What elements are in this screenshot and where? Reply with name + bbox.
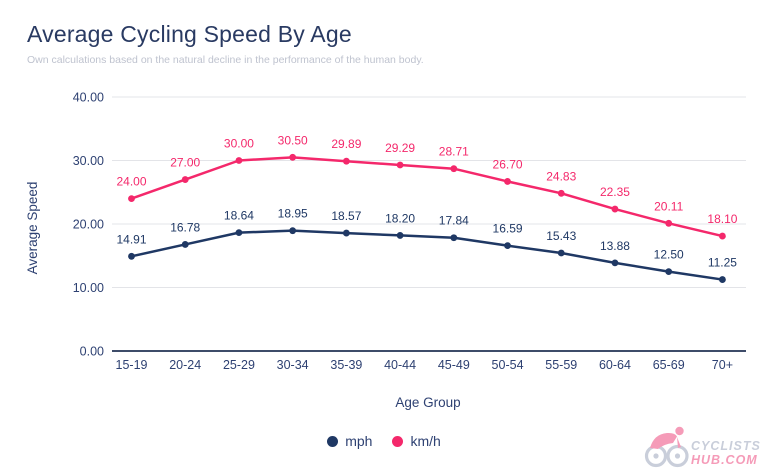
data-point <box>504 242 511 250</box>
data-label: 30.00 <box>224 137 254 151</box>
data-point <box>450 234 458 242</box>
data-point <box>128 195 135 203</box>
x-tick-label: 50-54 <box>492 358 524 372</box>
logo-brand-line1: CYCLISTS <box>691 439 761 453</box>
legend-item-kmh[interactable]: km/h <box>392 433 441 449</box>
data-label: 11.25 <box>708 256 737 270</box>
data-point <box>611 259 619 267</box>
data-label: 17.84 <box>439 214 469 228</box>
data-label: 28.71 <box>439 145 469 159</box>
data-point <box>181 241 189 248</box>
data-label: 29.29 <box>385 141 415 155</box>
data-point <box>450 165 458 173</box>
legend-dot-kmh <box>392 435 404 447</box>
series-line-mph <box>131 229 723 281</box>
data-label: 16.78 <box>170 220 200 234</box>
data-label: 24.00 <box>116 175 146 189</box>
data-point <box>719 232 726 240</box>
y-axis-title: Average Speed <box>25 182 40 275</box>
data-label: 14.91 <box>116 232 146 246</box>
data-point <box>396 161 404 169</box>
data-label: 20.11 <box>654 199 683 213</box>
cyclist-icon <box>644 426 689 468</box>
x-tick-label: 35-39 <box>330 358 362 372</box>
data-point <box>504 178 511 185</box>
data-label: 30.50 <box>278 133 308 147</box>
data-point <box>181 176 189 183</box>
legend-label-mph: mph <box>345 433 373 449</box>
data-point <box>557 189 565 197</box>
page-title: Average Cycling Speed By Age <box>27 21 352 47</box>
y-tick-label: 30.00 <box>73 154 104 168</box>
y-tick-label: 0.00 <box>80 345 104 359</box>
data-point <box>665 219 673 227</box>
legend-label-kmh: km/h <box>410 433 441 449</box>
data-point <box>235 157 243 164</box>
data-label: 22.35 <box>600 185 630 199</box>
x-tick-label: 20-24 <box>169 358 201 372</box>
data-label: 13.88 <box>600 239 630 253</box>
series-line-km/h <box>131 156 723 238</box>
data-point <box>289 153 297 161</box>
data-point <box>719 276 726 283</box>
cyclistshub-logo[interactable]: CYCLISTS HUB.COM <box>642 423 762 471</box>
data-point <box>235 229 243 237</box>
data-point <box>665 268 673 276</box>
x-tick-label: 65-69 <box>653 358 685 372</box>
page-subtitle: Own calculations based on the natural de… <box>27 54 424 66</box>
data-label: 26.70 <box>493 157 523 171</box>
chart-legend: mph km/h <box>0 433 768 449</box>
data-label: 18.10 <box>707 212 737 226</box>
legend-dot-mph <box>327 435 339 447</box>
data-point <box>396 232 404 239</box>
data-label: 12.50 <box>654 248 684 262</box>
x-tick-label: 25-29 <box>223 358 255 372</box>
x-tick-label: 60-64 <box>599 358 631 372</box>
data-point <box>557 249 565 257</box>
legend-item-mph[interactable]: mph <box>327 433 372 449</box>
x-tick-label: 45-49 <box>438 358 470 372</box>
data-label: 16.59 <box>493 222 523 236</box>
data-label: 29.89 <box>331 137 361 151</box>
data-point <box>611 205 619 213</box>
y-tick-label: 20.00 <box>73 218 104 232</box>
data-point <box>289 227 297 235</box>
data-label: 24.83 <box>546 169 576 183</box>
data-label: 18.64 <box>224 209 254 223</box>
x-tick-label: 40-44 <box>384 358 416 372</box>
x-tick-label: 70+ <box>712 358 733 372</box>
y-tick-label: 40.00 <box>73 91 104 105</box>
data-label: 18.95 <box>278 207 308 221</box>
data-point <box>128 252 135 260</box>
data-point <box>342 157 350 165</box>
data-label: 15.43 <box>546 229 576 243</box>
x-tick-label: 30-34 <box>277 358 309 372</box>
x-axis-title: Age Group <box>395 395 460 410</box>
chart-header: Average Cycling Speed By Age Own calcula… <box>27 21 424 66</box>
data-point <box>342 229 350 237</box>
data-label: 18.20 <box>385 211 415 225</box>
data-label: 18.57 <box>331 209 361 223</box>
logo-brand-line2: HUB.COM <box>691 453 758 467</box>
x-tick-label: 15-19 <box>116 358 148 372</box>
x-tick-label: 55-59 <box>545 358 577 372</box>
data-label: 27.00 <box>170 156 200 170</box>
y-tick-label: 10.00 <box>73 281 104 295</box>
